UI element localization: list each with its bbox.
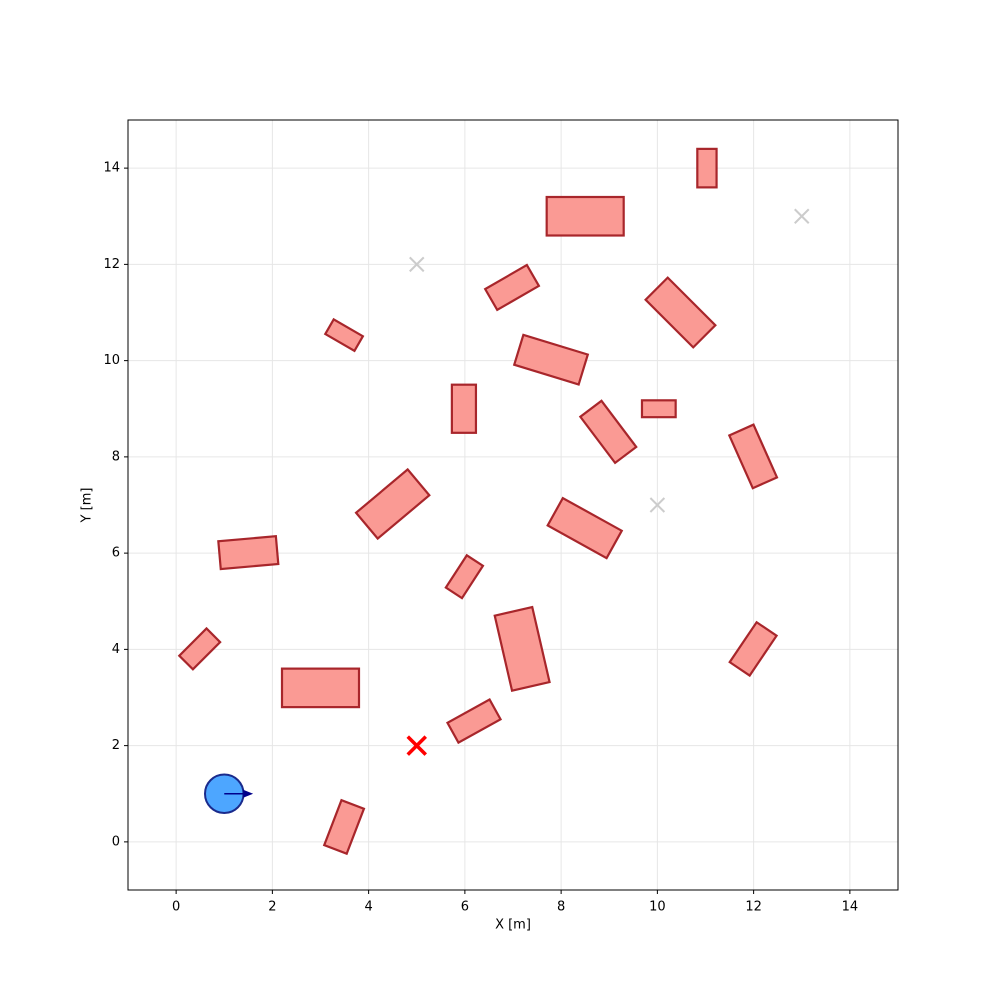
obstacle xyxy=(727,423,779,490)
waypoint xyxy=(409,256,425,273)
waypoint-stroke xyxy=(409,256,425,273)
x-tick-label: 10 xyxy=(649,900,666,915)
obstacle xyxy=(545,195,625,237)
obstacle xyxy=(640,399,677,419)
robot-heading xyxy=(224,789,254,798)
x-tick-label: 4 xyxy=(364,900,372,915)
obstacle xyxy=(444,553,485,600)
obstacle xyxy=(177,626,222,671)
goal-stroke xyxy=(406,735,427,756)
obstacle xyxy=(445,698,503,745)
y-tick-label: 12 xyxy=(103,257,120,272)
waypoint xyxy=(794,208,810,224)
y-tick-label: 14 xyxy=(103,161,120,176)
waypoint-stroke xyxy=(649,497,666,513)
waypoint-stroke xyxy=(794,208,810,224)
y-tick-label: 10 xyxy=(103,353,120,368)
obstacle xyxy=(546,496,624,560)
y-tick-label: 6 xyxy=(112,546,120,561)
obstacle xyxy=(280,667,361,709)
axes-frame xyxy=(127,119,899,891)
obstacle xyxy=(578,399,638,465)
x-tick-label: 6 xyxy=(461,900,469,915)
y-tick-label: 2 xyxy=(112,738,120,753)
x-tick-label: 2 xyxy=(268,900,276,915)
x-tick-label: 0 xyxy=(172,900,180,915)
obstacle xyxy=(322,798,366,856)
obstacle xyxy=(450,383,478,434)
obstacle xyxy=(354,467,431,541)
x-tick-label: 8 xyxy=(557,900,565,915)
x-axis-label: X [m] xyxy=(495,918,531,933)
obstacle xyxy=(323,317,365,353)
y-tick-label: 8 xyxy=(112,449,120,464)
x-tick-label: 12 xyxy=(745,900,762,915)
obstacle xyxy=(644,276,717,349)
obstacle xyxy=(728,620,779,678)
obstacle xyxy=(696,147,718,189)
x-tick-label: 14 xyxy=(842,900,859,915)
waypoint xyxy=(649,497,666,513)
y-axis-label: Y [m] xyxy=(80,488,95,524)
goal xyxy=(406,735,427,756)
heading-head xyxy=(243,789,254,798)
obstacle xyxy=(512,333,590,386)
y-tick-label: 4 xyxy=(112,642,120,657)
obstacle xyxy=(493,605,551,693)
y-tick-label: 0 xyxy=(112,834,120,849)
obstacle xyxy=(217,535,280,571)
obstacle xyxy=(483,263,541,312)
